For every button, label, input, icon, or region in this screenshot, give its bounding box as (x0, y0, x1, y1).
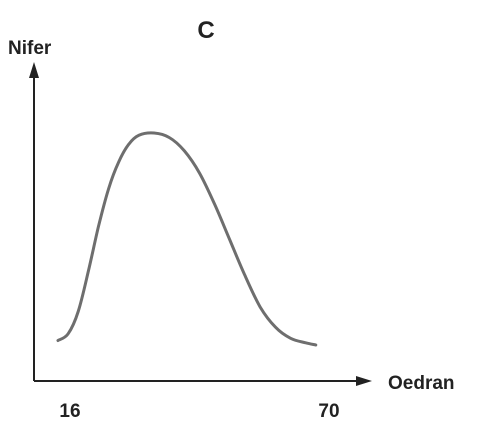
x-tick-label: 70 (318, 401, 339, 422)
x-axis-label: Oedran (388, 373, 455, 394)
x-axis-arrow (356, 376, 372, 386)
axes (29, 62, 372, 386)
x-tick-label: 16 (59, 401, 80, 422)
series-curve-group (56, 131, 318, 347)
y-axis-arrow (29, 62, 39, 78)
x-tick-group: 16 70 (59, 401, 339, 422)
chart-title: C (197, 17, 214, 44)
y-axis-label: Nifer (8, 38, 52, 59)
series-line (56, 131, 318, 347)
